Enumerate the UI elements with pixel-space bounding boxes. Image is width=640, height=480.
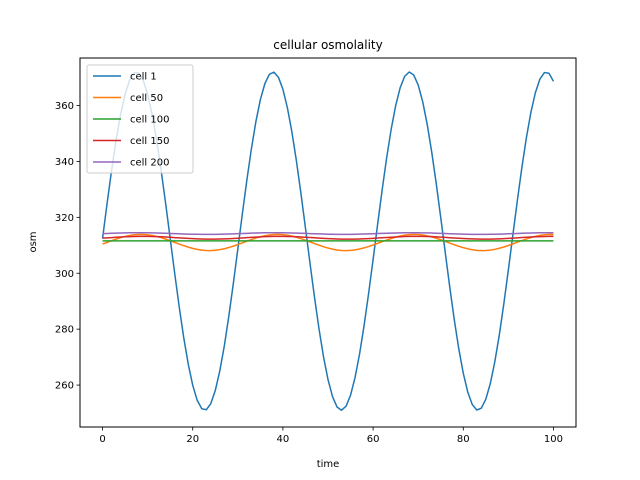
- y-tick-label: 280: [55, 325, 74, 336]
- legend-box: [86, 64, 194, 174]
- legend: cell 1 cell 50 cell 100 cell 150 cell 200: [86, 64, 194, 174]
- plot-frame: [79, 57, 577, 428]
- legend-label: cell 50: [130, 93, 163, 104]
- chart-title: cellular osmolality: [273, 38, 382, 52]
- legend-label: cell 1: [130, 72, 157, 83]
- series-line-4: [102, 235, 554, 240]
- y-axis-label: osm: [28, 231, 39, 252]
- y-tick-label: 320: [55, 213, 74, 224]
- x-tick-label: 0: [99, 434, 105, 445]
- series-line-2: [102, 233, 554, 252]
- series-line-1: [101, 71, 555, 411]
- legend-label: cell 100: [130, 115, 169, 126]
- x-tick-label: 40: [277, 434, 290, 445]
- x-tick-label: 20: [186, 434, 199, 445]
- series-lines: [101, 71, 555, 411]
- y-tick-label: 300: [55, 269, 74, 280]
- legend-label: cell 200: [130, 158, 169, 169]
- x-tick-label: 80: [457, 434, 470, 445]
- legend-label: cell 150: [130, 136, 169, 147]
- x-tick-label: 100: [544, 434, 563, 445]
- x-axis: 0 20 40 60 80 100: [99, 427, 563, 445]
- y-tick-label: 260: [55, 381, 74, 392]
- plot-area: [79, 57, 577, 428]
- y-tick-label: 360: [55, 101, 74, 112]
- series-line-5: [102, 231, 554, 236]
- x-tick-label: 60: [367, 434, 380, 445]
- y-tick-label: 340: [55, 157, 74, 168]
- y-axis: 260 280 300 320 340 360: [55, 101, 80, 392]
- x-axis-label: time: [317, 459, 340, 470]
